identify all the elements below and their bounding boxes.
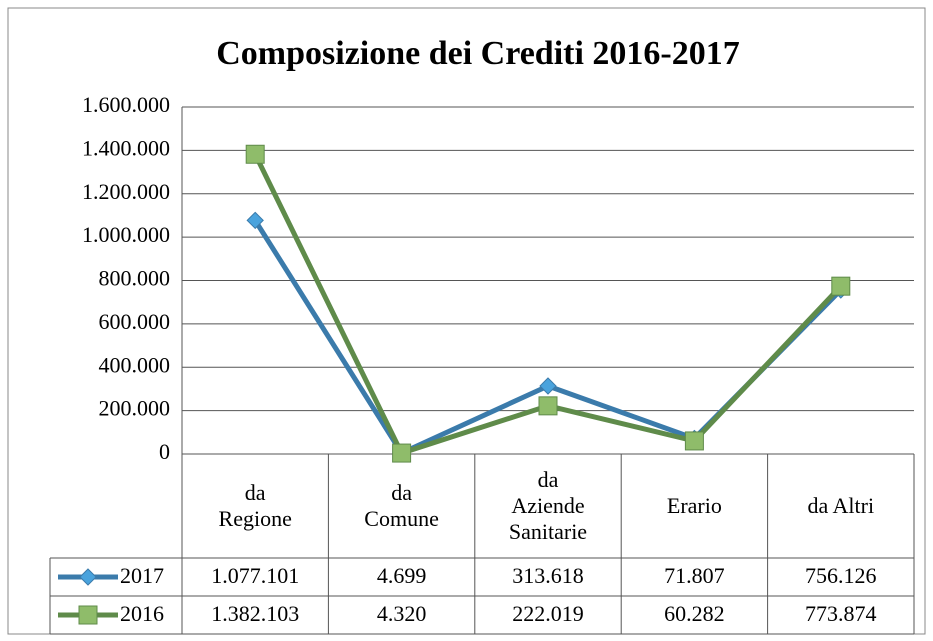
marker: [538, 396, 558, 416]
marker: [392, 443, 412, 463]
table-value: 222.019: [512, 601, 584, 626]
y-tick-label: 1.000.000: [82, 222, 170, 247]
table-value: 4.320: [377, 601, 427, 626]
table-value: 313.618: [512, 563, 584, 588]
category-text: da Aziende Sanitarie: [508, 467, 588, 544]
marker: [245, 144, 265, 164]
table-value: 1.382.103: [211, 601, 299, 626]
y-tick-label: 200.000: [99, 396, 171, 421]
table-value: 71.807: [664, 563, 725, 588]
y-tick-label: 0: [159, 439, 170, 464]
marker: [79, 568, 97, 586]
category-label: da Aziende Sanitarie: [475, 454, 621, 558]
category-label: da Regione: [182, 454, 328, 558]
table-value: 4.699: [377, 563, 427, 588]
category-label: da Comune: [328, 454, 474, 558]
y-tick-label: 600.000: [99, 309, 171, 334]
table-value: 756.126: [805, 563, 877, 588]
table-value: 60.282: [664, 601, 725, 626]
category-text: da Comune: [364, 480, 439, 531]
marker: [78, 605, 98, 625]
chart-border: [7, 7, 926, 635]
category-text: Erario: [666, 493, 722, 518]
y-tick-label: 800.000: [99, 266, 171, 291]
y-tick-label: 400.000: [99, 352, 171, 377]
y-tick-label: 1.400.000: [82, 135, 170, 160]
category-text: da Regione: [218, 480, 292, 531]
category-text: da Altri: [807, 493, 875, 518]
category-label: Erario: [621, 454, 767, 558]
chart-title: Composizione dei Crediti 2016-2017: [216, 35, 740, 72]
table-value: 1.077.101: [211, 563, 299, 588]
y-tick-label: 1.600.000: [82, 92, 170, 117]
marker: [831, 276, 851, 296]
legend-label: 2016: [120, 601, 164, 626]
marker: [684, 431, 704, 451]
y-tick-label: 1.200.000: [82, 179, 170, 204]
marker: [539, 377, 557, 395]
category-label: da Altri: [768, 454, 914, 558]
marker: [246, 211, 264, 230]
legend-label: 2017: [120, 563, 164, 588]
table-value: 773.874: [805, 601, 877, 626]
